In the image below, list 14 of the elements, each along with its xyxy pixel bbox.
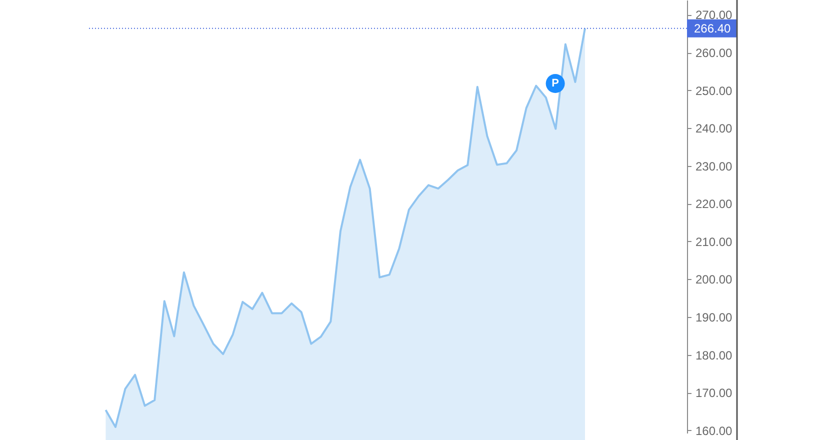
- y-tick-label: 200.00: [696, 272, 733, 287]
- y-tick-label: 240.00: [696, 122, 733, 136]
- ref-line-label: 266.40: [694, 21, 732, 36]
- y-tick-label: 210.00: [696, 234, 733, 249]
- y-tick-label: 230.00: [696, 159, 733, 174]
- y-tick-label: 160.00: [696, 424, 733, 438]
- y-tick-label: 220.00: [696, 197, 733, 212]
- y-tick-label: 270.00: [696, 8, 733, 22]
- y-tick-label: 250.00: [696, 84, 733, 98]
- y-tick-label: 180.00: [696, 348, 733, 362]
- annotation: P: [552, 78, 559, 90]
- y-tick-label: 260.00: [696, 46, 733, 60]
- y-tick-label: 190.00: [696, 310, 733, 325]
- y-tick-label: 170.00: [696, 386, 733, 400]
